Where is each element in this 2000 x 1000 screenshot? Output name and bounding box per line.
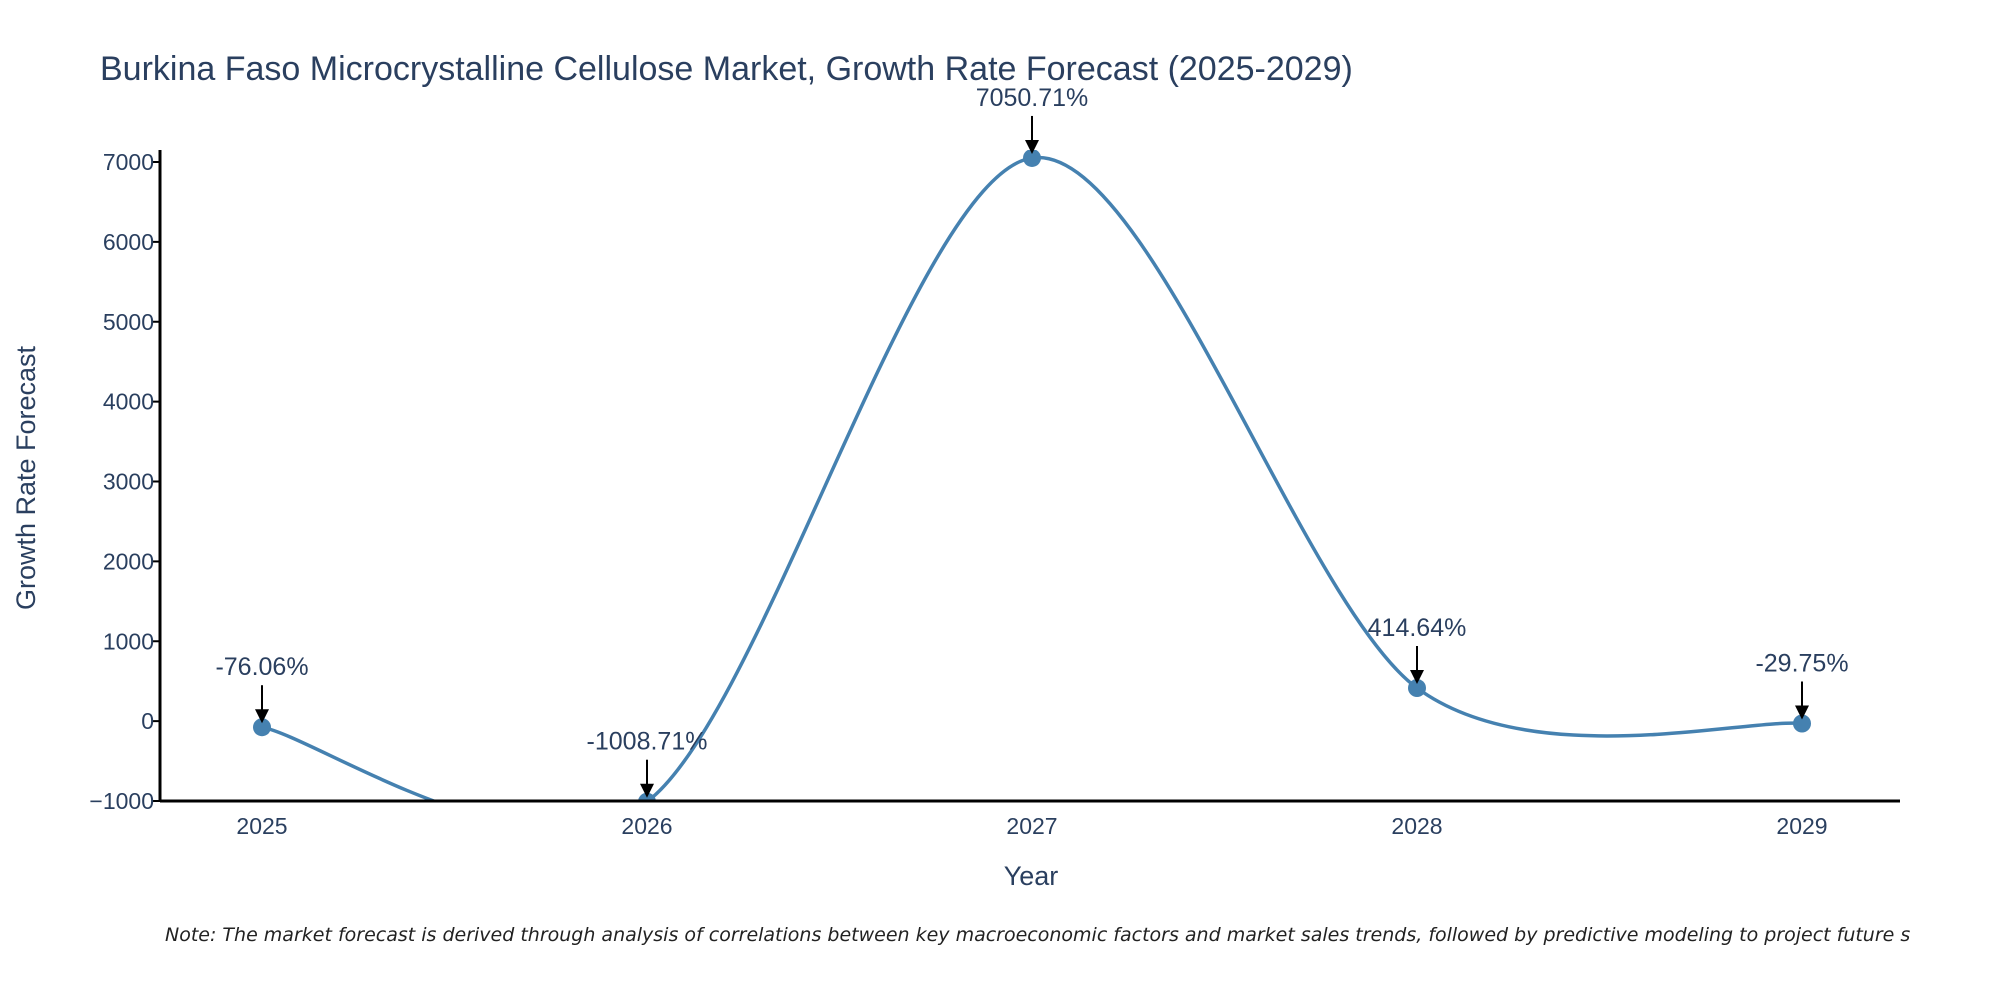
data-label: -76.06% bbox=[215, 653, 308, 681]
y-tick-label: 1000 bbox=[103, 628, 154, 654]
annotation-arrowhead bbox=[1025, 139, 1039, 154]
data-point bbox=[1793, 714, 1811, 733]
data-label: -1008.71% bbox=[587, 728, 708, 756]
x-tick-label: 2029 bbox=[1776, 813, 1827, 839]
data-label: 414.64% bbox=[1368, 614, 1467, 642]
data-label: 7050.71% bbox=[976, 84, 1089, 112]
chart-title: Burkina Faso Microcrystalline Cellulose … bbox=[100, 50, 1353, 88]
series-line bbox=[261, 156, 1803, 802]
x-tick-label: 2026 bbox=[621, 813, 672, 839]
data-label: -29.75% bbox=[1755, 650, 1848, 678]
data-point bbox=[1408, 679, 1426, 698]
y-tick-label: 5000 bbox=[103, 309, 154, 335]
data-markers bbox=[253, 150, 1811, 802]
y-tick-label: 6000 bbox=[103, 229, 154, 255]
footnote: Note: The market forecast is derived thr… bbox=[165, 924, 1910, 946]
data-annotations: -76.06% -1008.71% 7050.71% 414.64% -29.75% bbox=[215, 84, 1849, 798]
y-tick-label: 4000 bbox=[103, 389, 154, 415]
annotation-arrowhead bbox=[1795, 705, 1809, 720]
y-tick-label: 0 bbox=[141, 708, 154, 734]
y-tick-label: 2000 bbox=[103, 548, 154, 574]
annotation-arrowhead bbox=[255, 709, 269, 724]
y-tick-label: 3000 bbox=[103, 469, 154, 495]
x-tick-label: 2027 bbox=[1006, 813, 1057, 839]
annotation-arrowhead bbox=[640, 783, 654, 798]
y-axis-ticks: 7000 6000 5000 4000 3000 2000 1000 0 −1000 bbox=[89, 149, 160, 814]
data-point bbox=[1023, 150, 1041, 167]
y-axis-title: Growth Rate Forecast bbox=[11, 345, 41, 610]
x-axis-ticks: 2025 2026 2027 2028 2029 bbox=[236, 813, 1827, 839]
y-tick-label: 7000 bbox=[103, 149, 154, 175]
data-point bbox=[253, 718, 271, 737]
y-tick-label: −1000 bbox=[89, 788, 154, 814]
x-tick-label: 2025 bbox=[236, 813, 287, 839]
x-tick-label: 2028 bbox=[1391, 813, 1442, 839]
annotation-arrowhead bbox=[1410, 670, 1424, 685]
x-axis-title: Year bbox=[1004, 861, 1059, 891]
